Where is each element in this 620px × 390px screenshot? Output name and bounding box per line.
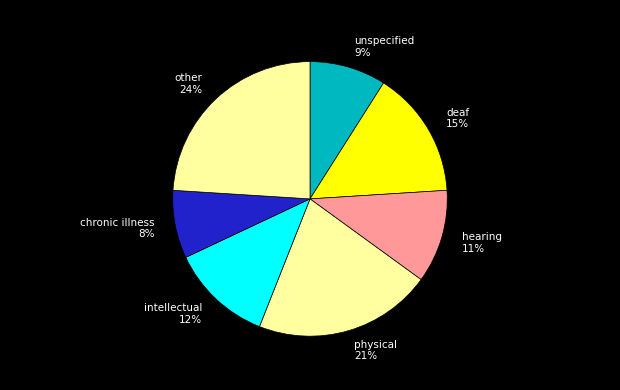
Text: hearing
11%: hearing 11% [462, 232, 502, 254]
Text: physical
21%: physical 21% [354, 340, 397, 361]
Wedge shape [173, 62, 310, 199]
Text: unspecified
9%: unspecified 9% [354, 37, 414, 58]
Text: chronic illness
8%: chronic illness 8% [81, 218, 155, 239]
Wedge shape [310, 62, 384, 199]
Text: intellectual
12%: intellectual 12% [144, 303, 202, 325]
Wedge shape [259, 199, 421, 336]
Wedge shape [310, 83, 447, 199]
Text: deaf
15%: deaf 15% [446, 108, 469, 129]
Wedge shape [173, 190, 310, 257]
Text: other
24%: other 24% [174, 73, 202, 95]
Wedge shape [186, 199, 310, 326]
Wedge shape [310, 190, 447, 280]
